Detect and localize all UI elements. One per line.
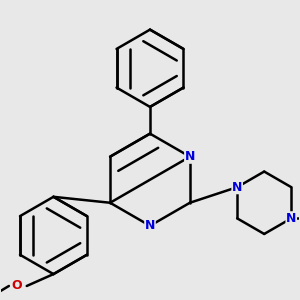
Text: N: N: [185, 150, 195, 163]
Text: O: O: [11, 280, 22, 292]
Text: N: N: [286, 212, 296, 225]
Text: N: N: [145, 219, 155, 232]
Text: O: O: [11, 280, 22, 292]
Text: N: N: [232, 181, 242, 194]
